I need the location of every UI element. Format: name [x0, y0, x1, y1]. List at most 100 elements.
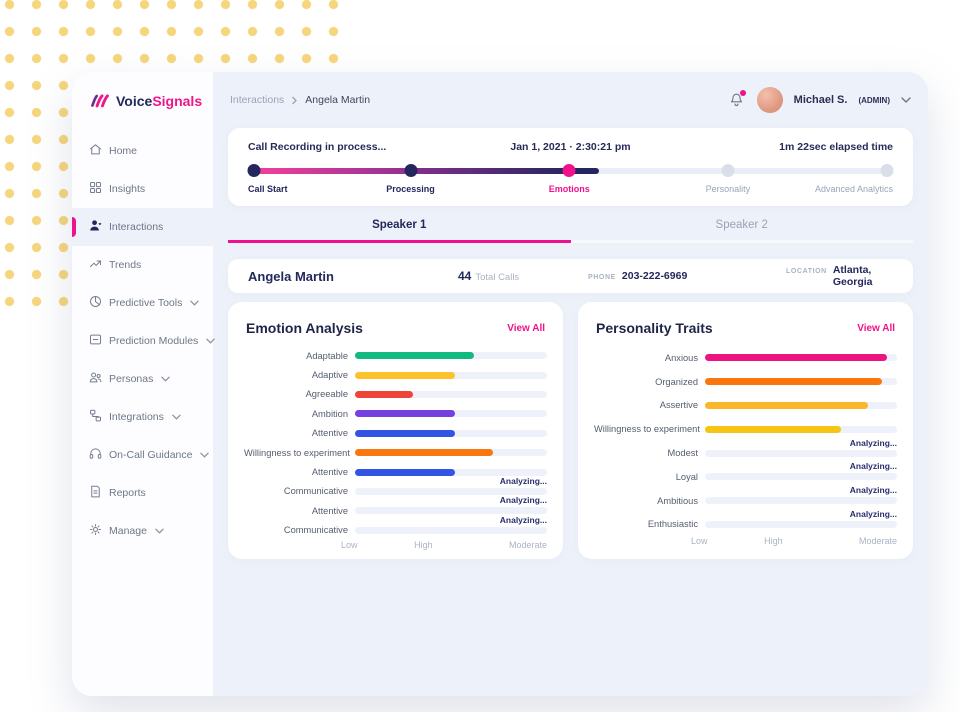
sidebar-item-trends[interactable]: Trends [72, 246, 213, 284]
chart-row: Attentive Analyzing... [244, 495, 547, 520]
progress-track [247, 164, 894, 177]
chart-row: Ambition [244, 404, 547, 423]
bar-fill [705, 354, 888, 362]
tab-speaker-2[interactable]: Speaker 2 [570, 219, 913, 243]
chart-row: Agreeable [244, 385, 547, 404]
stage-dot-advanced-analytics [880, 164, 894, 177]
bar-fill [355, 449, 494, 457]
view-all-link[interactable]: View All [507, 322, 545, 334]
progress-segment-3 [569, 167, 599, 174]
main-content: Interactions Angela Martin Michael S. (A… [213, 72, 928, 696]
axis-label: High [414, 539, 433, 550]
sidebar-item-prediction-modules[interactable]: Prediction Modules [72, 322, 216, 360]
headset-icon [88, 446, 103, 464]
chart-row: Loyal Analyzing... [594, 461, 897, 489]
bar-label: Assertive [659, 400, 698, 411]
bar-label: Anxious [664, 352, 698, 363]
bar-track [355, 429, 547, 437]
axis-label: High [764, 536, 783, 547]
brand-name-signals: Signals [152, 93, 203, 109]
bar-label: Attentive [311, 428, 348, 439]
bar-label: Enthusiastic [647, 519, 698, 530]
bar-label: Adaptive [311, 370, 348, 381]
person-icon [88, 218, 103, 236]
bar-track: Analyzing... [705, 461, 897, 481]
bar-track [355, 410, 547, 418]
sidebar-item-insights[interactable]: Insights [72, 170, 213, 208]
chevron-down-icon [204, 335, 216, 347]
bar-label: Loyal [675, 471, 698, 482]
user-chevron-down-icon[interactable] [901, 97, 911, 103]
bar-track [705, 401, 897, 409]
sidebar-item-integrations[interactable]: Integrations [72, 398, 213, 436]
axis-label: Moderate [508, 539, 547, 550]
stage-label: Personality [705, 184, 751, 194]
bar-track: Analyzing... [355, 515, 547, 534]
chart-row: Attentive [244, 424, 547, 443]
chart-row: Modest Analyzing... [594, 437, 897, 465]
sidebar-item-label: Integrations [109, 411, 164, 423]
stage-dot-processing [404, 164, 418, 177]
notification-bell-icon[interactable] [728, 90, 746, 109]
axis-label: Low [341, 539, 358, 550]
sidebar-item-home[interactable]: Home [72, 132, 213, 170]
recording-datetime: Jan 1, 2021 · 2:30:21 pm [510, 141, 631, 153]
progress-segment-2 [410, 167, 570, 174]
progress-segment-1 [254, 167, 411, 174]
avatar[interactable] [756, 87, 783, 113]
bar-label: Willingness to experiment [594, 424, 700, 435]
contact-name: Angela Martin [248, 268, 334, 284]
chart-row: Adaptive [244, 365, 547, 384]
call-recording-card: Call Recording in process... Jan 1, 2021… [228, 128, 913, 206]
breadcrumb-parent[interactable]: Interactions [230, 94, 285, 106]
axis-label: Low [691, 536, 708, 547]
bar-rows: Anxious Organized Assertive Willingness to … [594, 346, 897, 536]
bar-track: Analyzing... [705, 485, 897, 505]
phone-label: PHONE [588, 274, 616, 281]
contact-phone: PHONE 203-222-6969 [588, 270, 786, 282]
view-all-link[interactable]: View All [857, 322, 895, 334]
gear-icon [88, 522, 103, 540]
bar-label: Attentive [311, 467, 348, 478]
chevron-down-icon [198, 449, 210, 461]
analyzing-badge: Analyzing... [849, 437, 897, 448]
sidebar: VoiceSignals Home Insights Interactions Tre… [72, 72, 216, 696]
stage-label: Processing [386, 184, 435, 194]
analyzing-badge: Analyzing... [849, 508, 897, 519]
tab-speaker-1[interactable]: Speaker 1 [228, 219, 571, 243]
bar-label: Attentive [311, 505, 348, 516]
stage-label: Emotions [548, 184, 590, 194]
bar-fill [355, 429, 455, 437]
chart-row: Attentive [244, 462, 547, 481]
analyzing-badge: Analyzing... [499, 475, 547, 486]
document-icon [88, 484, 103, 502]
sidebar-item-reports[interactable]: Reports [72, 474, 213, 512]
brand-name-voice: Voice [116, 93, 153, 109]
bar-fill [705, 425, 842, 433]
user-menu[interactable]: Michael S. (ADMIN) [728, 87, 911, 113]
axis-labels: Low High Moderate [341, 539, 547, 550]
bar-track [705, 354, 897, 362]
chart-row: Anxious [594, 346, 897, 370]
trend-arrow-icon [88, 256, 103, 274]
bar-track [355, 449, 547, 457]
contact-summary-card: Angela Martin 44 Total Calls PHONE 203-22… [228, 259, 913, 293]
chart-row: Willingness to experiment [594, 417, 897, 441]
bar-label: Willingness to experiment [244, 447, 350, 458]
analyzing-badge: Analyzing... [499, 514, 547, 525]
sidebar-nav: Home Insights Interactions Trends Predictive… [72, 132, 216, 550]
chart-row: Enthusiastic Analyzing... [594, 509, 897, 537]
sidebar-item-on-call-guidance[interactable]: On-Call Guidance [72, 436, 213, 474]
integration-icon [88, 408, 103, 426]
sidebar-item-predictive-tools[interactable]: Predictive Tools [72, 284, 213, 322]
notification-dot [739, 90, 746, 96]
bar-label: Adaptable [306, 350, 348, 361]
user-role-badge: (ADMIN) [858, 95, 890, 105]
sidebar-item-label: Personas [109, 373, 154, 385]
bar-track: Analyzing... [355, 476, 547, 495]
sidebar-item-personas[interactable]: Personas [72, 360, 213, 398]
sidebar-item-manage[interactable]: Manage [72, 512, 213, 550]
bar-fill [705, 378, 882, 386]
sidebar-item-interactions[interactable]: Interactions [72, 208, 213, 246]
